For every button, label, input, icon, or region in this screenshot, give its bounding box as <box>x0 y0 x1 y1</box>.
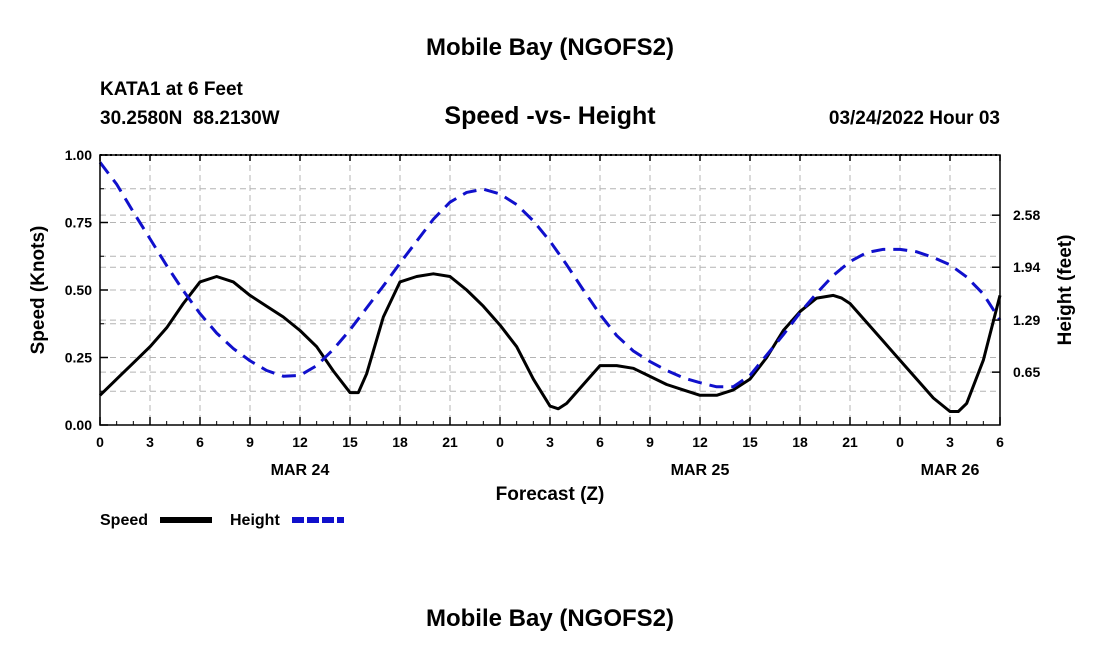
x-tick-label: 0 <box>496 434 504 450</box>
x-tick-label: 3 <box>546 434 554 450</box>
x-tick-label: 12 <box>692 434 708 450</box>
date-label: MAR 24 <box>271 462 330 479</box>
y-tick-label: 1.00 <box>65 147 92 163</box>
x-tick-label: 18 <box>392 434 408 450</box>
x-tick-label: 3 <box>146 434 154 450</box>
chart-subtitle: Speed -vs- Height <box>444 102 656 130</box>
date-label: MAR 26 <box>921 462 980 479</box>
chart-title: Mobile Bay (NGOFS2) <box>426 34 674 61</box>
y-tick-label: 0.75 <box>65 215 92 231</box>
x-tick-label: 0 <box>896 434 904 450</box>
y-axis-label: Speed (Knots) <box>28 226 49 355</box>
footer-title: Mobile Bay (NGOFS2) <box>426 605 674 632</box>
station-label: KATA1 at 6 Feet <box>100 79 244 100</box>
x-tick-label: 9 <box>646 434 654 450</box>
y2-tick-label: 2.58 <box>1013 207 1040 223</box>
x-tick-label: 6 <box>596 434 604 450</box>
x-tick-label: 9 <box>246 434 254 450</box>
legend: Speed Height <box>100 512 344 529</box>
x-tick-label: 21 <box>842 434 858 450</box>
y-tick-label: 0.50 <box>65 282 92 298</box>
x-tick-label: 6 <box>996 434 1004 450</box>
y-tick-label: 0.00 <box>65 417 92 433</box>
y-tick-label: 0.25 <box>65 350 92 366</box>
x-tick-label: 12 <box>292 434 308 450</box>
legend-label: Height <box>230 512 280 529</box>
x-tick-label: 6 <box>196 434 204 450</box>
legend-label: Speed <box>100 512 148 529</box>
y2-axis-label: Height (feet) <box>1055 235 1076 346</box>
date-label: MAR 25 <box>671 462 730 479</box>
x-axis-label: Forecast (Z) <box>496 484 605 505</box>
forecast-datetime: 03/24/2022 Hour 03 <box>829 108 1000 129</box>
y2-tick-label: 0.65 <box>1013 364 1040 380</box>
y2-tick-label: 1.94 <box>1013 259 1040 275</box>
x-tick-label: 21 <box>442 434 458 450</box>
series-lines <box>98 161 1002 413</box>
x-tick-label: 0 <box>96 434 104 450</box>
y2-tick-label: 1.29 <box>1013 312 1040 328</box>
x-tick-label: 15 <box>742 434 758 450</box>
x-tick-label: 15 <box>342 434 358 450</box>
axis-ticks: 0 3 6 9 12 15 18 21 0 3 6 9 12 15 18 21 0 3 6 MAR 24 MAR 25 M… <box>65 147 1041 479</box>
speed-series-line <box>98 272 1002 413</box>
x-tick-label: 18 <box>792 434 808 450</box>
height-series-line <box>98 161 1002 389</box>
grid-lines <box>99 155 1001 425</box>
coordinates-label: 30.2580N 88.2130W <box>100 108 280 129</box>
x-tick-label: 3 <box>946 434 954 450</box>
